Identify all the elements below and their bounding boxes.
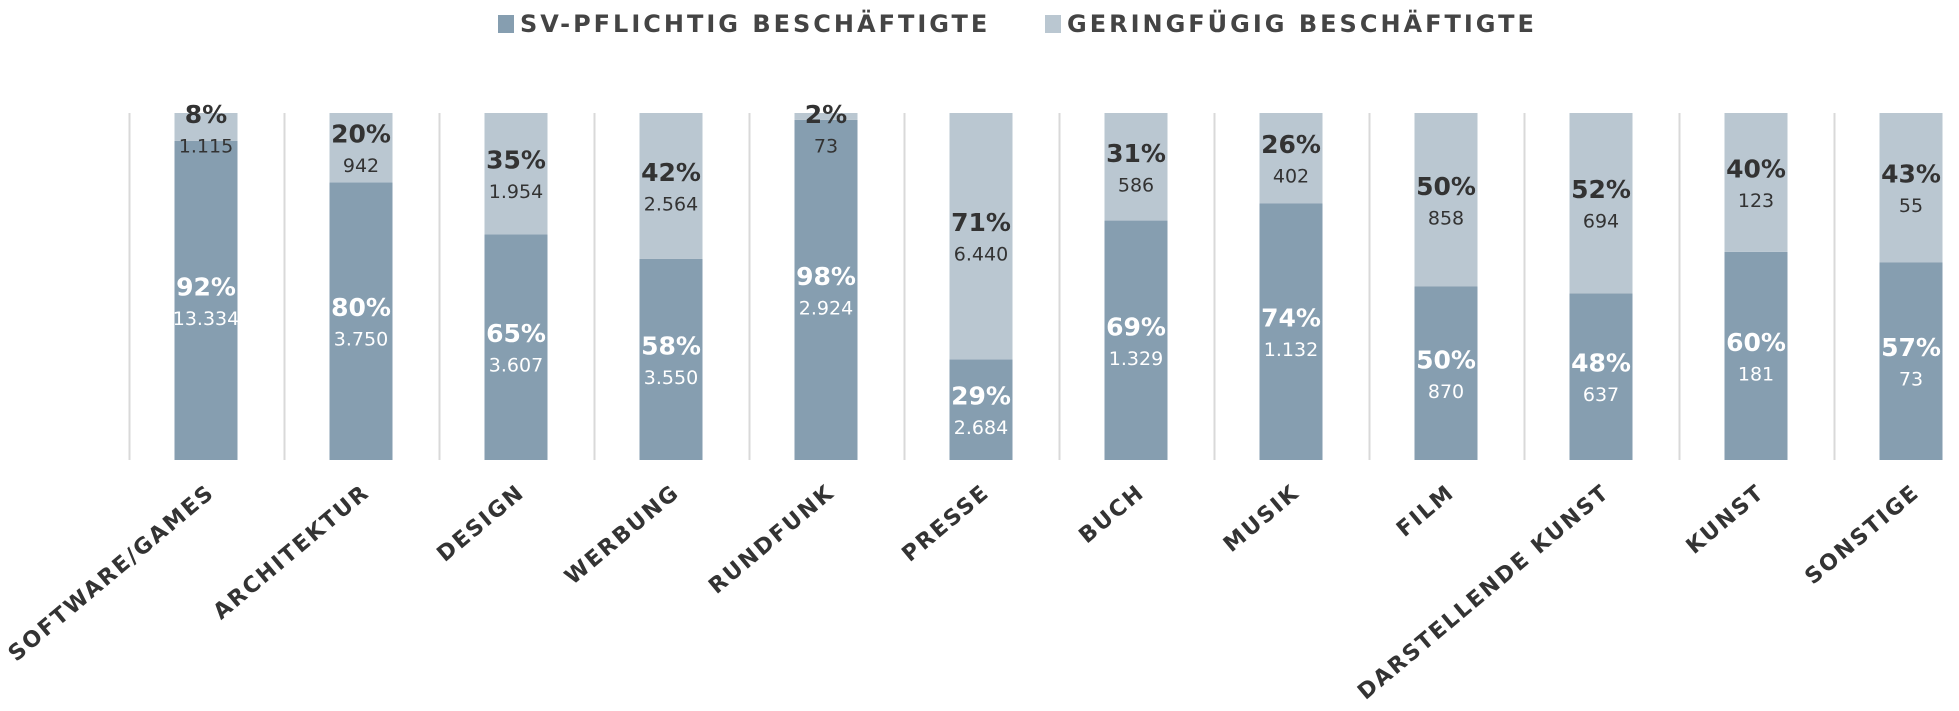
count-label: 1.115 [179, 136, 233, 158]
count-label: 402 [1273, 166, 1309, 188]
value-label: 58% [641, 331, 701, 360]
value-label: 43% [1881, 160, 1941, 189]
x-tick-label: RUNDFUNK [704, 480, 839, 599]
bar-segment [484, 234, 548, 460]
value-label: 40% [1726, 154, 1786, 183]
value-label: 65% [486, 319, 546, 348]
count-label: 13.334 [173, 308, 239, 330]
value-label: 74% [1261, 304, 1321, 333]
count-label: 1.954 [489, 181, 543, 203]
count-label: 6.440 [954, 244, 1008, 266]
bar-segment [1569, 293, 1633, 460]
bar-segment [1569, 113, 1633, 294]
count-label: 1.329 [1109, 348, 1163, 370]
bar-segment [1724, 113, 1788, 252]
legend-label: GERINGFÜGIG BESCHÄFTIGTE [1067, 8, 1537, 38]
bar-segment [949, 359, 1013, 460]
value-label: 71% [951, 208, 1011, 237]
value-label: 2% [805, 100, 847, 129]
value-label: 26% [1261, 130, 1321, 159]
count-label: 3.750 [334, 329, 388, 351]
legend-swatch [498, 15, 514, 33]
value-label: 29% [951, 382, 1011, 411]
count-label: 586 [1118, 174, 1154, 196]
x-tick-label: DESIGN [433, 480, 530, 567]
bar-segment [794, 119, 858, 460]
bar-segment [794, 113, 858, 120]
value-label: 50% [1416, 172, 1476, 201]
count-label: 858 [1428, 207, 1464, 229]
value-label: 52% [1571, 175, 1631, 204]
value-label: 80% [331, 293, 391, 322]
x-tick-label: KUNST [1682, 480, 1770, 559]
bar-segment [1414, 113, 1478, 287]
x-tick-label: SONSTIGE [1801, 480, 1925, 590]
count-label: 694 [1583, 211, 1619, 233]
bar-segment [484, 113, 548, 235]
value-label: 42% [641, 158, 701, 187]
count-label: 637 [1583, 384, 1619, 406]
count-label: 3.607 [489, 355, 543, 377]
value-label: 31% [1106, 139, 1166, 168]
legend-label: SV-PFLICHTIG BESCHÄFTIGTE [520, 9, 990, 38]
value-label: 48% [1571, 349, 1631, 378]
bar-segment [639, 258, 703, 460]
count-label: 1.132 [1264, 339, 1318, 361]
bar-segment [1879, 113, 1943, 263]
bar-segment [1724, 251, 1788, 460]
value-label: 69% [1106, 312, 1166, 341]
count-label: 2.924 [799, 297, 853, 319]
count-label: 942 [343, 155, 379, 177]
bar-segment [1259, 113, 1323, 204]
x-tick-label: FILM [1392, 480, 1459, 542]
x-tick-label: ARCHITEKTUR [209, 480, 375, 625]
value-label: 60% [1726, 328, 1786, 357]
bar-segment [174, 113, 238, 141]
value-label: 92% [176, 272, 236, 301]
value-label: 57% [1881, 333, 1941, 362]
count-label: 73 [814, 136, 838, 158]
bar-segment [1104, 113, 1168, 221]
x-tick-label: MUSIK [1219, 480, 1305, 558]
value-label: 8% [185, 100, 227, 129]
bar-segment [949, 113, 1013, 360]
value-label: 98% [796, 262, 856, 291]
count-label: 3.550 [644, 367, 698, 389]
count-label: 870 [1428, 381, 1464, 403]
legend-swatch [1045, 15, 1061, 33]
value-label: 20% [331, 120, 391, 149]
bar-segment [1259, 203, 1323, 460]
count-label: 2.564 [644, 193, 698, 215]
count-label: 123 [1738, 190, 1774, 212]
bar-segment [329, 182, 393, 460]
x-tick-label: BUCH [1075, 480, 1150, 549]
count-label: 2.684 [954, 417, 1008, 439]
value-label: 50% [1416, 345, 1476, 374]
count-label: 55 [1899, 195, 1923, 217]
bar-segment [639, 113, 703, 259]
x-tick-label: DARSTELLENDE KUNST [1353, 480, 1614, 705]
bar-segment [1104, 220, 1168, 460]
x-tick-label: SOFTWARE/GAMES [4, 480, 220, 667]
value-label: 35% [486, 146, 546, 175]
bar-segment [1879, 262, 1943, 460]
x-tick-label: WERBUNG [560, 480, 684, 590]
count-label: 73 [1899, 369, 1923, 391]
x-tick-label: PRESSE [898, 480, 995, 567]
bar-segment [174, 140, 238, 460]
bar-segment [329, 113, 393, 183]
bar-segment [1414, 286, 1478, 460]
count-label: 181 [1738, 363, 1774, 385]
